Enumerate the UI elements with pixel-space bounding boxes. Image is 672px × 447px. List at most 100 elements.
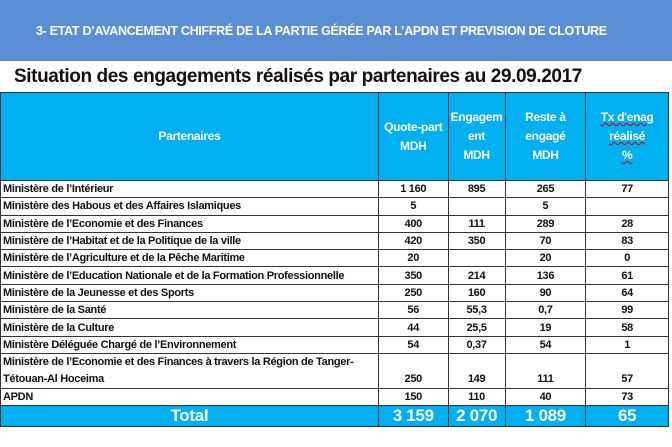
cell-quote-part: 1 160 — [377, 179, 449, 199]
cell-partenaire: Ministère de la Culture — [0, 318, 379, 337]
cell-taux-engagement: 0 — [585, 249, 669, 268]
header-line: Reste à — [525, 110, 566, 124]
cell-quote-part: 400 — [377, 214, 449, 233]
cell-partenaire: Ministère de l’Economie et des Finances … — [0, 352, 379, 389]
cell-taux-engagement — [585, 197, 669, 216]
header-line: ent — [468, 129, 486, 143]
cell-quote-part: 54 — [377, 335, 449, 354]
cell-quote-part: 250 — [377, 283, 449, 303]
cell-taux-engagement: 57 — [585, 352, 669, 389]
section-banner: 3- ETAT D’AVANCEMENT CHIFFRÉ DE LA PARTI… — [0, 0, 672, 61]
cell-partenaire: Ministère de l’Habitat et de la Politiqu… — [0, 231, 379, 251]
cell-reste-a-engager: 5 — [504, 197, 587, 216]
cell-engagement: 25,5 — [447, 318, 506, 337]
table-row: Ministère de la Jeunesse et des Sports 25… — [0, 283, 669, 303]
cell-partenaire: Ministère de l’Economie et des Finances — [0, 214, 379, 233]
table-row: Ministère de l’Habitat et de la Politiqu… — [0, 231, 669, 251]
cell-engagement: 110 — [447, 387, 506, 407]
column-header-quote-part: Quote-part MDH — [377, 92, 449, 181]
table-row: Ministère des Habous et des Affaires Isl… — [0, 197, 669, 216]
column-header-taux-engagement: Tx d'enag réalisé% — [585, 92, 669, 181]
table-row: Ministère de l’Economie et des Finances … — [0, 352, 669, 389]
cell-taux-engagement: 1 — [585, 335, 669, 354]
cell-partenaire: Ministère de l’Intérieur — [0, 179, 379, 199]
header-line: % — [621, 148, 633, 162]
cell-engagement: 895 — [447, 179, 506, 199]
banner-text: 3- ETAT D’AVANCEMENT CHIFFRÉ DE LA PARTI… — [36, 23, 607, 38]
engagements-table: Partenaires Quote-part MDH Engagem ent MDH Res… — [0, 92, 669, 428]
cell-taux-engagement: 58 — [585, 318, 669, 337]
page-title: Situation des engagements réalisés par p… — [14, 66, 582, 87]
table-row: Ministère de la Santé 56 55,3 0,7 99 — [0, 301, 669, 320]
header-line: Partenaires — [158, 129, 221, 143]
cell-engagement: 55,3 — [447, 301, 506, 320]
table-row: Ministère de l’Agriculture et de la Pêch… — [0, 249, 669, 268]
header-row: Partenaires Quote-part MDH Engagem ent MDH Res… — [0, 92, 669, 181]
cell-reste-a-engager: 136 — [504, 266, 587, 285]
cell-engagement: 111 — [447, 214, 506, 233]
cell-quote-part: 20 — [377, 249, 449, 268]
cell-partenaire: Ministère des Habous et des Affaires Isl… — [0, 197, 379, 216]
cell-taux-engagement: 64 — [585, 283, 669, 303]
cell-quote-part: 420 — [377, 231, 449, 251]
header-line: MDH — [532, 148, 559, 162]
cell-taux-engagement: 83 — [585, 231, 669, 251]
cell-partenaire: Ministère Déléguée Chargé de l’Environne… — [0, 335, 379, 354]
cell-reste-a-engager: 20 — [504, 249, 587, 268]
cell-engagement: 160 — [447, 283, 506, 303]
header-line: Engagem — [450, 110, 503, 124]
header-line: engagé — [525, 129, 566, 143]
cell-engagement — [447, 249, 506, 268]
cell-quote-part: 250 — [377, 352, 449, 389]
total-engagement: 2 070 — [447, 405, 506, 428]
cell-reste-a-engager: 111 — [504, 352, 587, 389]
total-row: Total 3 159 2 070 1 089 65 — [0, 405, 669, 428]
column-header-partenaires: Partenaires — [0, 92, 379, 181]
cell-reste-a-engager: 265 — [504, 179, 587, 199]
total-label: Total — [0, 405, 379, 428]
cell-taux-engagement: 28 — [585, 214, 669, 233]
total-reste-a-engager: 1 089 — [504, 405, 587, 428]
cell-reste-a-engager: 19 — [504, 318, 587, 337]
cell-taux-engagement: 77 — [585, 179, 669, 199]
cell-partenaire: APDN — [0, 387, 379, 407]
cell-taux-engagement: 61 — [585, 266, 669, 285]
cell-reste-a-engager: 40 — [504, 387, 587, 407]
column-header-engagement: Engagem ent MDH — [447, 92, 506, 181]
table-row: Ministère de l’Education Nationale et de… — [0, 266, 669, 285]
cell-partenaire: Ministère de l’Agriculture et de la Pêch… — [0, 249, 379, 268]
total-taux-engagement: 65 — [585, 405, 669, 428]
cell-quote-part: 350 — [377, 266, 449, 285]
cell-quote-part: 44 — [377, 318, 449, 337]
header-line: Quote-part — [384, 119, 443, 134]
cell-taux-engagement: 99 — [585, 301, 669, 320]
table-row: Ministère de la Culture 44 25,5 19 58 — [0, 318, 669, 337]
cell-quote-part: 56 — [377, 301, 449, 320]
total-quote-part: 3 159 — [377, 405, 449, 428]
header-line: Tx d'enag — [600, 110, 654, 124]
cell-engagement: 0,37 — [447, 335, 506, 354]
cell-reste-a-engager: 0,7 — [504, 301, 587, 320]
cell-quote-part: 150 — [377, 387, 449, 407]
cell-reste-a-engager: 54 — [504, 335, 587, 354]
cell-reste-a-engager: 289 — [504, 214, 587, 233]
cell-engagement: 350 — [447, 231, 506, 251]
header-line: réalisé — [609, 129, 646, 143]
cell-reste-a-engager: 70 — [504, 231, 587, 251]
cell-reste-a-engager: 90 — [504, 283, 587, 303]
table-row: APDN 150 110 40 73 — [0, 387, 669, 407]
cell-quote-part: 5 — [377, 197, 449, 216]
cell-engagement: 149 — [447, 352, 506, 389]
column-header-reste-a-engager: Reste à engagé MDH — [504, 92, 587, 181]
table-row: Ministère Déléguée Chargé de l’Environne… — [0, 335, 669, 354]
cell-engagement: 214 — [447, 266, 506, 285]
header-line: MDH — [463, 148, 490, 162]
cell-taux-engagement: 73 — [585, 387, 669, 407]
cell-partenaire: Ministère de la Santé — [0, 301, 379, 320]
cell-partenaire: Ministère de l’Education Nationale et de… — [0, 266, 379, 285]
cell-partenaire: Ministère de la Jeunesse et des Sports — [0, 283, 379, 303]
table-row: Ministère de l’Intérieur 1 160 895 265 77 — [0, 179, 669, 199]
table-row: Ministère de l’Economie et des Finances 4… — [0, 214, 669, 233]
cell-engagement — [447, 197, 506, 216]
header-line: MDH — [400, 138, 427, 153]
